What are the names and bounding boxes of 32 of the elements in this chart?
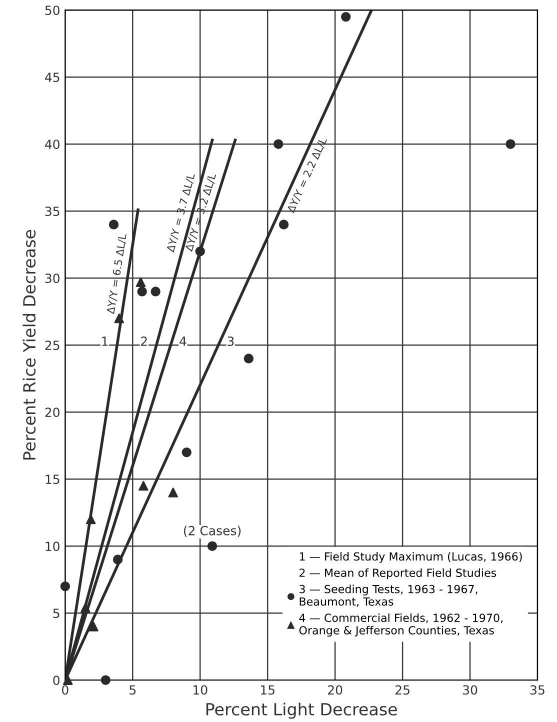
annotation: 2 [141, 336, 147, 346]
y-tick-label: 25 [45, 340, 60, 350]
legend-label: 4 — Commercial Fields, 1962 - 1970, Orange & Jefferson Counties, Texas [299, 613, 503, 637]
x-axis-title: Percent Light Decrease [206, 702, 397, 719]
x-tick-label: 10 [194, 685, 208, 695]
y-tick-label: 15 [46, 474, 60, 484]
x-tick-label: 5 [130, 685, 136, 695]
annotation: 4 [180, 336, 186, 346]
y-tick-label: 30 [45, 274, 60, 284]
x-tick-label: 20 [328, 685, 342, 695]
legend-label: 3 — Seeding Tests, 1963 - 1967, Beaumont, Texas [300, 584, 478, 607]
annotation: 3 [228, 336, 234, 346]
annotation: 2 — Mean of Reported Field Studies [300, 568, 496, 580]
x-tick-label: 15 [261, 685, 274, 695]
y-tick-label: 10 [46, 542, 60, 552]
text: ΔY/Y = 2.2 ΔL/L [286, 136, 328, 214]
annotation: 1 [102, 336, 108, 346]
annotation: 1 — Field Study Maximum (Lucas, 1966) [300, 552, 522, 563]
y-axis-title: Percent Rice Yield Decrease [22, 230, 36, 460]
y-tick-label: 45 [45, 72, 60, 82]
text: ΔY/Y = 6.5 ΔL/L [106, 233, 128, 314]
x-tick-label: 35 [530, 685, 544, 695]
annotation: (2 Cases) [184, 526, 241, 537]
x-tick-label: 25 [396, 685, 410, 695]
y-tick-label: 35 [45, 206, 60, 216]
x-tick-label: 0 [62, 685, 68, 695]
y-tick-label: 0 [53, 676, 60, 686]
x-tick-label: 30 [463, 685, 478, 695]
y-tick-label: 5 [53, 608, 60, 618]
y-tick-label: 20 [45, 408, 60, 418]
y-tick-label: 50 [45, 6, 60, 16]
y-tick-label: 40 [45, 140, 60, 150]
